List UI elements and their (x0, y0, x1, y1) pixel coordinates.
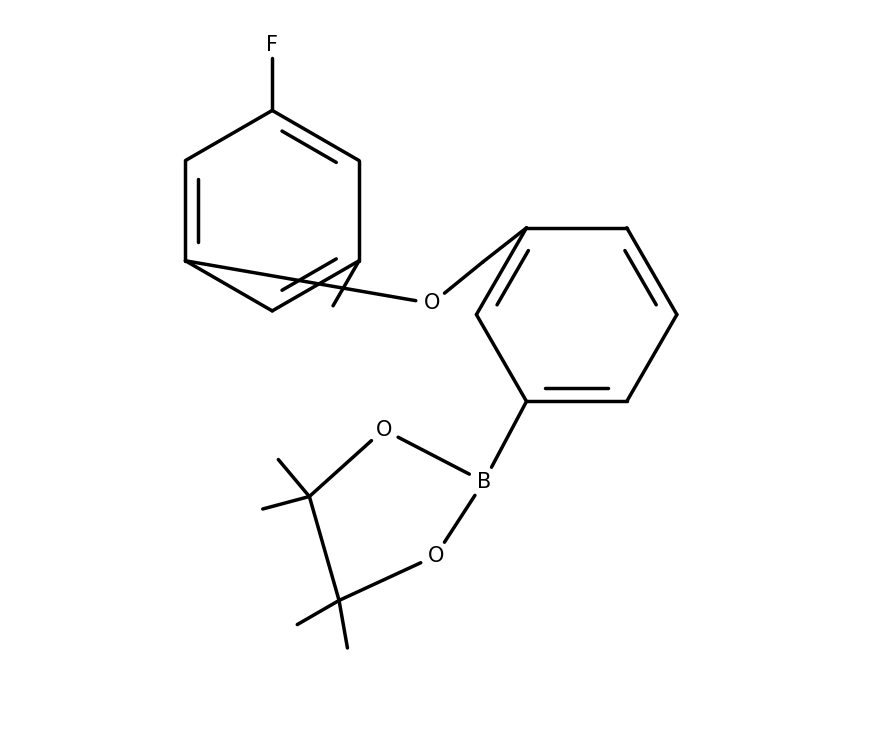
Text: F: F (266, 35, 278, 55)
Text: O: O (427, 546, 444, 566)
Text: O: O (424, 293, 440, 313)
Text: O: O (376, 420, 392, 440)
Text: B: B (477, 472, 491, 491)
